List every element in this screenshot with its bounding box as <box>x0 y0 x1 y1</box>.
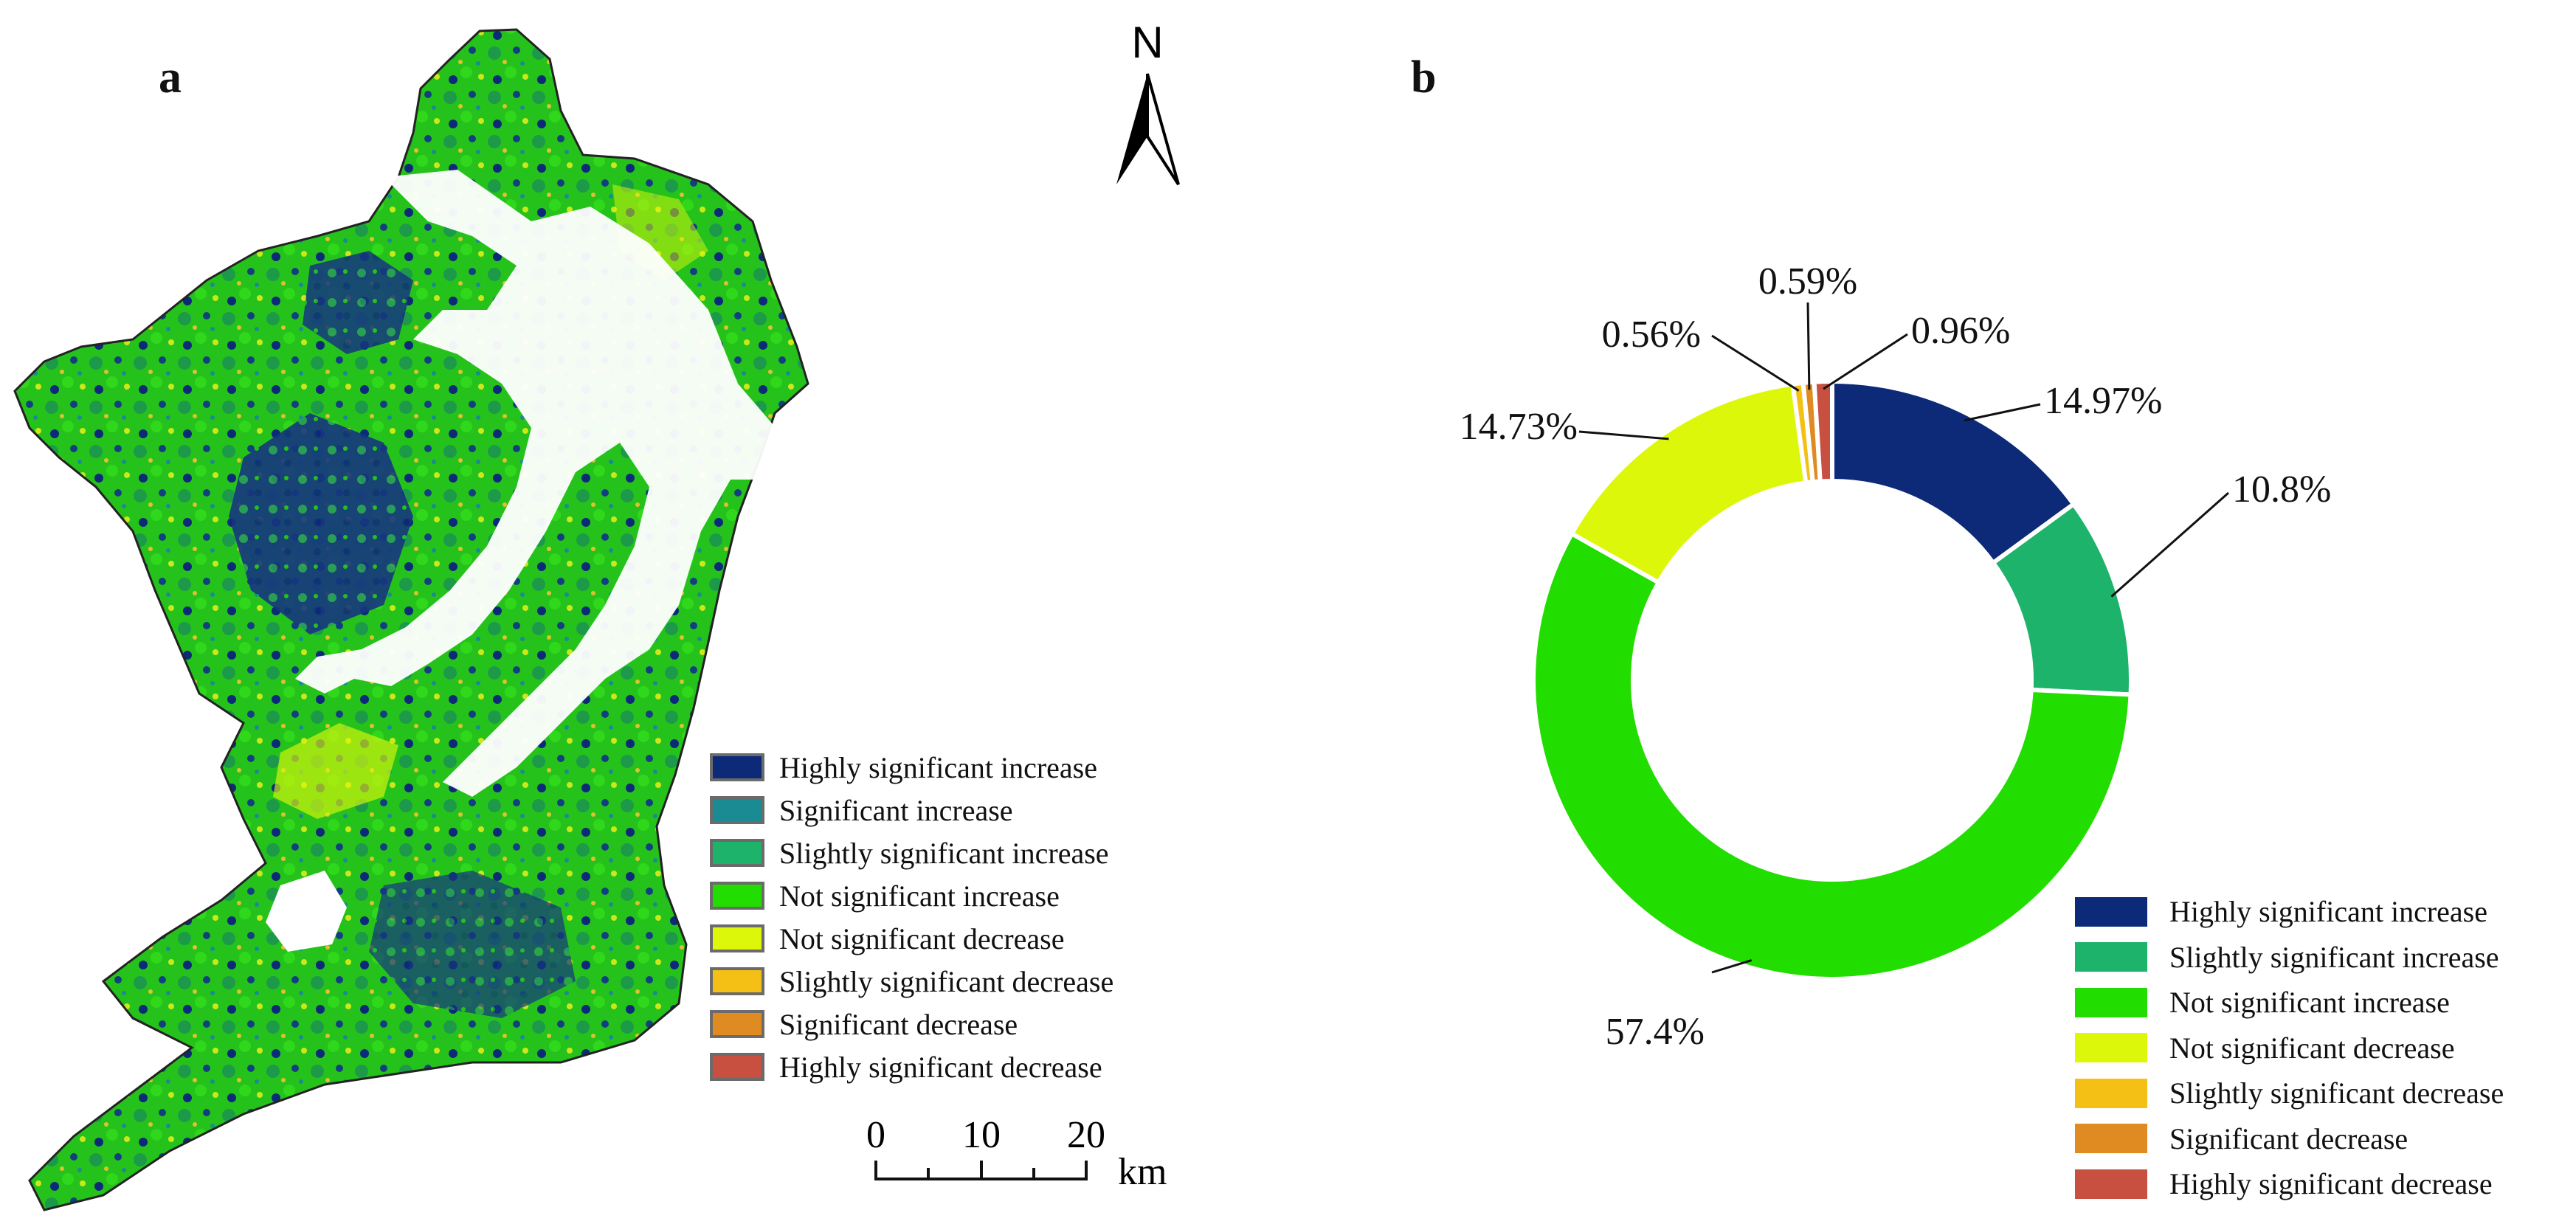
study-area-map: N 0 10 20 km <box>13 18 1180 1211</box>
legend-swatch <box>2075 987 2147 1017</box>
north-arrow-right-half <box>1146 73 1180 186</box>
map-legend-item: Not significant decrease <box>710 917 1113 960</box>
data-label-6: 0.59% <box>1758 260 1857 302</box>
legend-swatch <box>2075 896 2147 927</box>
north-arrow-letter: N <box>1131 18 1163 67</box>
legend-swatch <box>710 924 764 952</box>
legend-label: Not significant decrease <box>779 922 1065 955</box>
map-legend-item: Not significant increase <box>710 874 1113 917</box>
leader-line-3 <box>1711 959 1753 974</box>
donut-slices <box>1531 378 2133 981</box>
donut-slice-5 <box>1790 380 1816 485</box>
leader-line-7 <box>1823 333 1908 390</box>
donut-leader-lines <box>1578 302 2229 974</box>
legend-label: Highly significant increase <box>2169 895 2487 929</box>
legend-label: Significant decrease <box>2169 1121 2408 1155</box>
legend-swatch <box>2075 1078 2147 1108</box>
increase-cluster-south <box>369 871 576 1018</box>
urban-patch <box>266 871 347 952</box>
river-network <box>295 170 797 797</box>
north-arrow-left-half <box>1116 74 1147 184</box>
legend-swatch <box>710 839 764 867</box>
data-label-2: 10.8% <box>2232 468 2331 511</box>
legend-swatch <box>710 1053 764 1081</box>
legend-swatch <box>710 1010 764 1038</box>
chart-legend-item: Not significant decrease <box>2075 1026 2504 1071</box>
scale-bar: 0 10 20 km <box>866 1114 1167 1193</box>
map-legend: Highly significant increase Significant … <box>710 746 1113 1088</box>
leader-line-6 <box>1806 302 1811 390</box>
scale-tick-10: 10 <box>962 1114 1001 1156</box>
data-label-3: 57.4% <box>1606 1011 1705 1053</box>
map-legend-item: Slightly significant increase <box>710 831 1113 874</box>
scale-unit: km <box>1118 1151 1167 1193</box>
panel-b-label: b <box>1411 52 1437 103</box>
legend-swatch <box>2075 1169 2147 1199</box>
legend-swatch <box>710 967 764 995</box>
donut-slice-4 <box>1569 381 1809 586</box>
map-legend-item: Highly significant decrease <box>710 1045 1113 1088</box>
data-label-1: 14.97% <box>2044 380 2162 422</box>
legend-label: Highly significant increase <box>779 750 1097 784</box>
chart-legend: Highly significant increase Slightly sig… <box>2075 889 2504 1207</box>
legend-label: Slightly significant increase <box>2169 940 2499 974</box>
chart-legend-item: Slightly significant increase <box>2075 935 2504 981</box>
legend-label: Slightly significant decrease <box>2169 1076 2504 1110</box>
legend-swatch <box>2075 1124 2147 1154</box>
map-legend-item: Highly significant increase <box>710 746 1113 789</box>
donut-slice-7 <box>1812 378 1834 484</box>
leader-line-2 <box>2110 491 2229 598</box>
map-legend-item: Significant decrease <box>710 1003 1113 1045</box>
donut-slice-3 <box>1531 530 2133 981</box>
north-arrow: N <box>1116 18 1180 186</box>
chart-legend-item: Highly significant decrease <box>2075 1161 2504 1207</box>
legend-label: Slightly significant decrease <box>779 964 1114 998</box>
donut-slice-2 <box>1989 501 2133 697</box>
legend-swatch <box>2075 942 2147 972</box>
legend-label: Not significant decrease <box>2169 1031 2455 1065</box>
donut-slice-1 <box>1830 378 2077 567</box>
data-label-7: 0.96% <box>1911 310 2010 352</box>
increase-cluster-west <box>229 413 413 635</box>
scale-tick-0: 0 <box>866 1114 885 1156</box>
map-legend-item: Slightly significant decrease <box>710 960 1113 1003</box>
leader-line-1 <box>1964 403 2041 422</box>
decrease-cluster <box>273 723 398 819</box>
legend-label: Not significant increase <box>2169 986 2450 1020</box>
region-boundary <box>13 28 809 1211</box>
increase-cluster-north <box>303 251 413 354</box>
legend-swatch <box>710 882 764 910</box>
legend-label: Highly significant decrease <box>2169 1167 2493 1201</box>
legend-label: Not significant increase <box>779 879 1060 913</box>
chart-legend-item: Highly significant increase <box>2075 889 2504 935</box>
legend-label: Slightly significant increase <box>779 836 1109 870</box>
chart-legend-item: Significant decrease <box>2075 1116 2504 1162</box>
map-legend-item: Significant increase <box>710 789 1113 831</box>
legend-label: Highly significant decrease <box>779 1050 1102 1084</box>
data-label-5: 0.56% <box>1602 314 1701 356</box>
leader-line-5 <box>1711 334 1800 392</box>
legend-label: Significant increase <box>779 793 1013 827</box>
scale-tick-20: 20 <box>1067 1114 1105 1156</box>
leader-line-4 <box>1578 430 1669 440</box>
donut-slice-6 <box>1800 379 1823 485</box>
chart-legend-item: Not significant increase <box>2075 980 2504 1026</box>
legend-swatch <box>710 753 764 781</box>
data-label-4: 14.73% <box>1460 406 1578 448</box>
panel-a-label: a <box>159 52 182 103</box>
legend-label: Significant decrease <box>779 1007 1018 1041</box>
legend-swatch <box>710 796 764 824</box>
legend-swatch <box>2075 1033 2147 1063</box>
chart-legend-item: Slightly significant decrease <box>2075 1071 2504 1116</box>
